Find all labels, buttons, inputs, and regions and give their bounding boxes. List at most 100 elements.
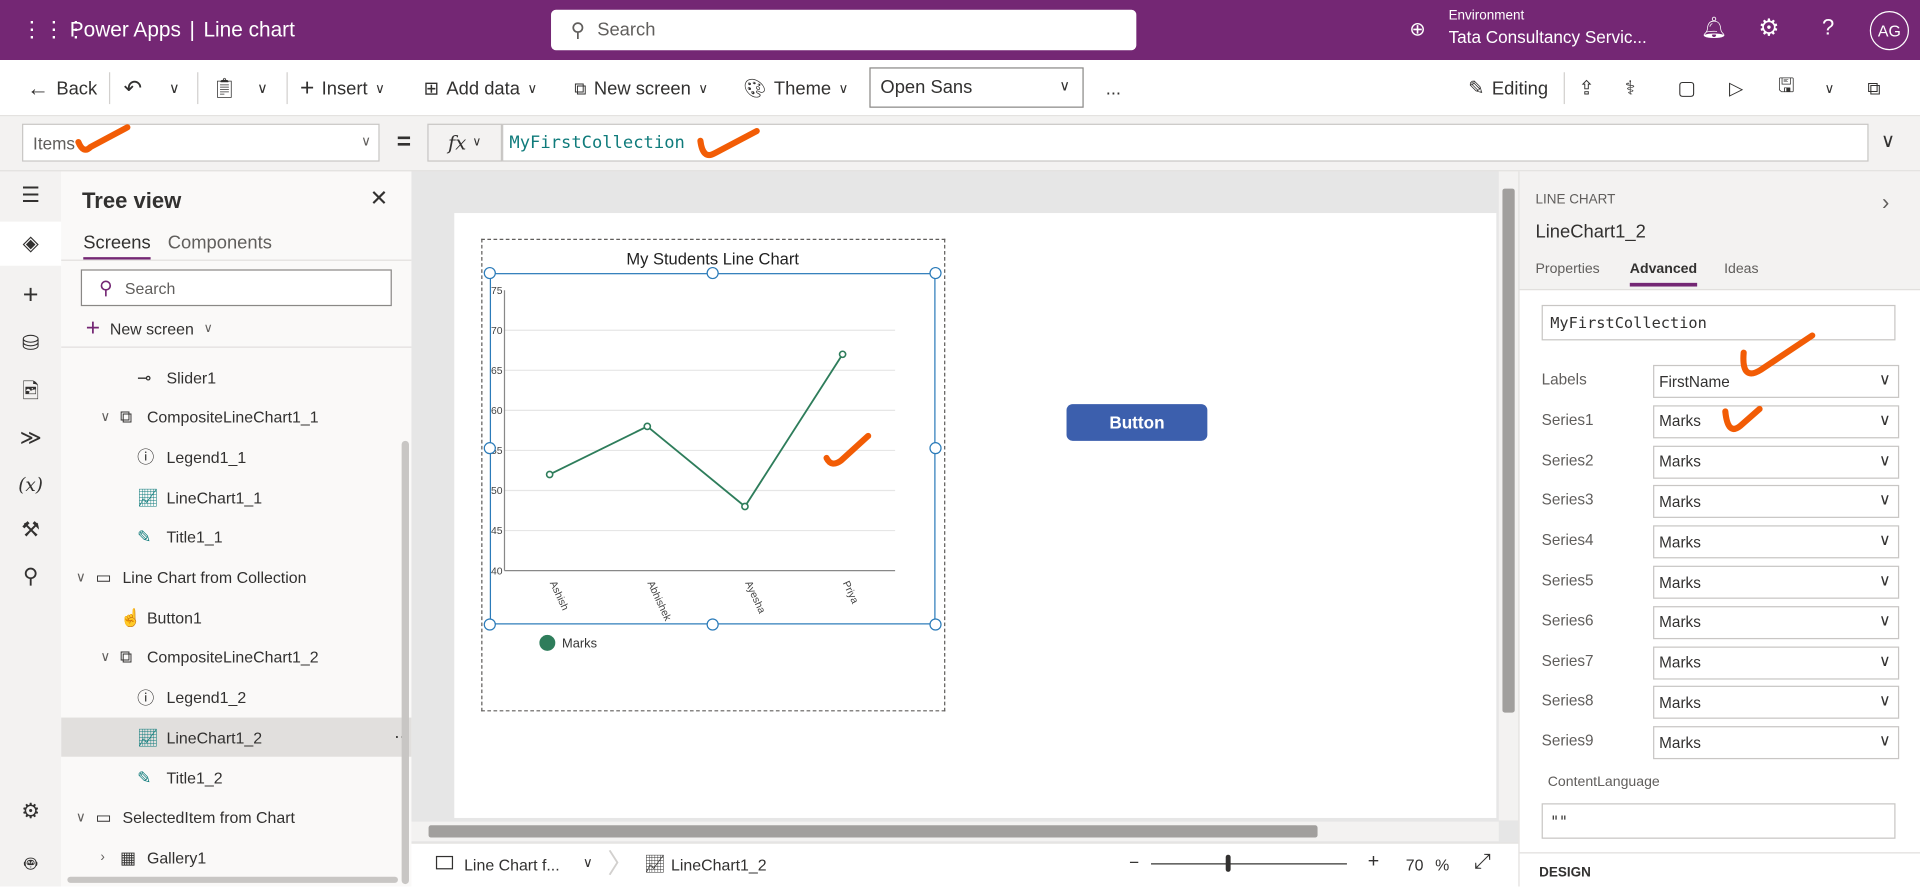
tree-search-input[interactable]: ⚲ Search (80, 269, 392, 307)
search-icon[interactable]: ⚲ (22, 564, 39, 588)
copilot-bot-icon[interactable]: 🤖︎ (24, 852, 37, 876)
tab-advanced[interactable]: Advanced (1629, 262, 1698, 287)
font-select[interactable]: Open Sans ∨ (869, 67, 1084, 108)
theme-button[interactable]: 🎨︎ Theme ∨ (743, 60, 848, 116)
property-dropdown[interactable]: Marks ∨ (1653, 485, 1900, 519)
control-name[interactable]: LineChart1_2 (1535, 221, 1646, 243)
tree-view-layers-icon[interactable]: ◈ (0, 221, 62, 266)
resize-handle[interactable] (929, 442, 942, 455)
tree-item[interactable]: ∨ ▭ SelectedItem from Chart (61, 798, 411, 837)
back-button[interactable]: ← Back (27, 60, 97, 116)
tree-item[interactable]: ✎ Title1_2 (61, 758, 411, 797)
environment-picker[interactable]: Tata Consultancy Servic... (1448, 26, 1647, 47)
media-icon[interactable]: 🖻︎ (22, 378, 39, 403)
advanced-tools-icon[interactable]: ⚒ (21, 517, 40, 542)
comments-icon[interactable]: ▢ (1677, 78, 1697, 100)
tab-properties[interactable]: Properties (1535, 262, 1600, 277)
tree-item[interactable]: ⓘ Legend1_1 (61, 438, 411, 477)
app-launcher-icon[interactable]: ⋮⋮⋮ (20, 17, 87, 42)
resize-handle[interactable] (706, 266, 719, 280)
more-button[interactable]: ... (1105, 77, 1122, 99)
tree-item[interactable]: ∨ ⧉ CompositeLineChart1_2 (61, 638, 411, 677)
tree-scrollbar[interactable] (401, 440, 409, 885)
tree-item[interactable]: ☝ Button1 (61, 598, 411, 637)
chevron-icon[interactable]: ∨ (75, 570, 86, 586)
line-chart[interactable]: My Students Line Chart4045505560657075As… (481, 239, 946, 712)
hamburger-menu-icon[interactable]: ☰ (21, 183, 40, 207)
save-menu-chevron-icon[interactable]: ∨ (1824, 81, 1835, 97)
settings-gear-icon[interactable]: ⚙ (21, 799, 40, 823)
tab-ideas[interactable]: Ideas (1724, 262, 1759, 277)
resize-handle[interactable] (706, 618, 719, 631)
tree-item[interactable]: 📈︎LineChart1_2⋯ (61, 717, 412, 758)
save-icon[interactable]: 🖫︎ (1777, 75, 1795, 97)
insert-plus-icon[interactable]: + (22, 279, 39, 310)
undo-menu-chevron-icon[interactable]: ∨ (168, 79, 180, 97)
vertical-scrollbar[interactable] (1498, 171, 1519, 821)
new-screen-button[interactable]: ⧉ New screen ∨ (574, 60, 708, 116)
tree-item[interactable]: ∨ ▭ Line Chart from Collection (61, 558, 411, 597)
tree-horizontal-scrollbar[interactable] (67, 876, 398, 883)
horizontal-scrollbar[interactable] (411, 821, 1499, 842)
chevron-right-icon[interactable]: › (1882, 189, 1890, 215)
power-automate-icon[interactable]: ≫ (19, 426, 42, 450)
property-dropdown[interactable]: FirstName ∨ (1653, 364, 1900, 398)
global-search-input[interactable]: ⚲ Search (551, 9, 1137, 51)
tree-item[interactable]: 📈︎ LineChart1_1 (61, 478, 411, 517)
property-dropdown[interactable]: Marks ∨ (1653, 445, 1900, 479)
resize-handle[interactable] (483, 618, 496, 631)
property-dropdown[interactable]: Marks ∨ (1653, 726, 1900, 760)
chevron-icon[interactable]: ∨ (100, 410, 111, 426)
tree-item[interactable]: › ▦ Gallery1 (61, 838, 411, 877)
publish-icon[interactable]: ⧉ (1867, 77, 1881, 99)
resize-handle[interactable] (483, 266, 496, 280)
zoom-out-button[interactable]: − (1128, 852, 1140, 872)
composite-line-chart[interactable] (481, 238, 946, 712)
chevron-icon[interactable]: › (100, 850, 105, 865)
property-dropdown[interactable]: Marks ∨ (1653, 525, 1900, 559)
app-checker-icon[interactable]: ⚕ (1624, 78, 1636, 100)
help-icon[interactable]: ? (1822, 14, 1835, 40)
content-language-input[interactable]: "" (1541, 803, 1896, 839)
property-dropdown[interactable]: Marks ∨ (1653, 605, 1900, 639)
resize-handle[interactable] (929, 266, 942, 280)
chevron-down-icon[interactable]: ∨ (582, 855, 593, 871)
resize-handle[interactable] (929, 618, 942, 631)
undo-button[interactable]: ↶ (124, 60, 142, 116)
expand-formula-chevron-icon[interactable]: ∨ (1880, 131, 1896, 152)
property-dropdown[interactable]: Marks ∨ (1653, 646, 1900, 680)
paste-button[interactable]: 📋︎ (212, 60, 237, 116)
play-icon[interactable]: ▷ (1728, 78, 1744, 100)
tree-item[interactable]: ⊸ Slider1 (61, 358, 411, 397)
add-data-button[interactable]: ⊞ Add data ∨ (424, 60, 538, 116)
paste-menu-chevron-icon[interactable]: ∨ (257, 79, 268, 97)
tab-components[interactable]: Components (167, 232, 272, 254)
gear-icon[interactable]: ⚙ (1758, 15, 1780, 42)
zoom-in-button[interactable]: + (1367, 851, 1380, 872)
chevron-icon[interactable]: ∨ (100, 650, 111, 666)
share-icon[interactable]: ⇪ (1578, 78, 1595, 100)
data-cylinder-icon[interactable]: ⛁ (21, 331, 40, 356)
tree-item[interactable]: ⓘ Legend1_2 (61, 678, 411, 717)
tab-screens[interactable]: Screens (83, 233, 151, 260)
tree-item[interactable]: ∨ ⧉ CompositeLineChart1_1 (61, 398, 411, 437)
canvas-button[interactable]: Button (1066, 404, 1208, 441)
zoom-slider-thumb[interactable] (1225, 854, 1231, 872)
property-dropdown[interactable]: Marks ∨ (1653, 405, 1900, 439)
variables-icon[interactable]: (x) (18, 473, 43, 496)
bell-icon[interactable]: 🔔︎ (1700, 15, 1728, 40)
avatar[interactable]: AG (1869, 11, 1909, 51)
resize-handle[interactable] (483, 442, 496, 455)
fit-to-window-icon[interactable]: ⤢ (1474, 849, 1491, 874)
zoom-slider[interactable] (1151, 863, 1347, 865)
screen-canvas[interactable] (454, 213, 1497, 818)
property-dropdown[interactable]: Marks ∨ (1653, 565, 1900, 599)
items-property-input[interactable]: MyFirstCollection (1541, 304, 1896, 341)
design-section-header[interactable]: DESIGN (1539, 865, 1591, 881)
control-breadcrumb[interactable]: LineChart1_2 (671, 855, 767, 875)
editing-button[interactable]: ✎ Editing (1468, 60, 1548, 116)
insert-button[interactable]: + Insert ∨ (300, 60, 385, 116)
chevron-icon[interactable]: ∨ (75, 810, 86, 826)
close-icon[interactable]: ✕ (369, 186, 389, 211)
fx-button[interactable]: fx ∨ (427, 123, 503, 162)
